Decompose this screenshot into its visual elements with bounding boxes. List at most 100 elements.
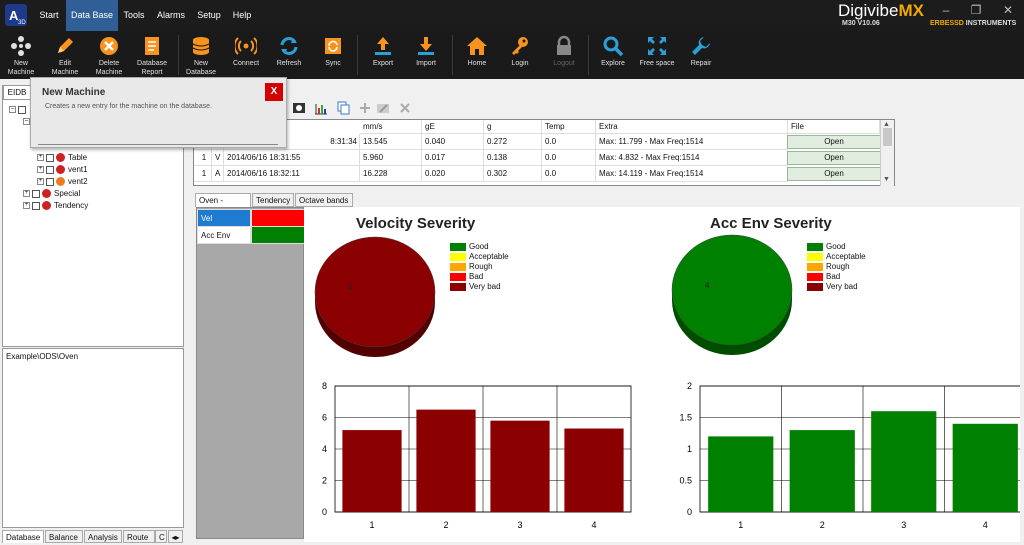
logout-button[interactable]: Logout bbox=[548, 31, 580, 79]
tree-item-tendency[interactable]: + Tendency bbox=[23, 200, 88, 212]
login-button[interactable]: Login bbox=[504, 31, 536, 79]
tree-checkbox[interactable] bbox=[32, 201, 40, 210]
menu-database[interactable]: Data Base bbox=[66, 0, 118, 31]
open-file-button[interactable]: Open bbox=[787, 151, 881, 165]
tab-analysis[interactable]: Analysis bbox=[84, 530, 122, 543]
tab-oven-points[interactable]: Oven - Points bbox=[195, 193, 251, 218]
menu-setup[interactable]: Setup bbox=[197, 10, 221, 20]
series-color-swatch bbox=[251, 226, 305, 244]
column-header[interactable]: File bbox=[788, 120, 880, 134]
column-header[interactable]: g bbox=[484, 120, 542, 134]
home-button[interactable]: Home bbox=[460, 31, 494, 79]
tree-root[interactable]: – bbox=[9, 104, 28, 116]
machine-status-icon bbox=[56, 177, 65, 187]
grid-scrollbar[interactable]: ▲ ▼ bbox=[880, 120, 894, 186]
import-button[interactable]: Import bbox=[408, 31, 444, 79]
expand-icon[interactable]: + bbox=[23, 190, 30, 198]
expand-icon[interactable]: + bbox=[37, 154, 44, 162]
tab-database[interactable]: Database bbox=[2, 530, 44, 543]
expand-icon[interactable]: + bbox=[37, 178, 44, 186]
column-header[interactable]: Extra bbox=[596, 120, 788, 134]
legend-swatch bbox=[807, 283, 823, 291]
menu-help[interactable]: Help bbox=[232, 10, 252, 20]
open-file-button[interactable]: Open bbox=[787, 167, 881, 181]
app-logo-icon[interactable]: A 3D bbox=[4, 3, 28, 27]
connect-button[interactable]: Connect bbox=[228, 31, 264, 79]
edit-machine-button[interactable]: Edit Machine bbox=[46, 31, 84, 79]
free-space-button[interactable]: Free space bbox=[638, 31, 676, 79]
current-path: Example\ODS\Oven bbox=[6, 352, 79, 361]
tab-scroll-arrows-icon[interactable]: ◂▸ bbox=[168, 530, 183, 543]
legend-swatch bbox=[450, 253, 466, 261]
explore-button[interactable]: Explore bbox=[596, 31, 630, 79]
scroll-up-icon[interactable]: ▲ bbox=[883, 121, 890, 128]
chart-icon[interactable] bbox=[314, 101, 328, 115]
menu-start[interactable]: Start bbox=[39, 10, 59, 20]
tree-checkbox[interactable] bbox=[46, 153, 54, 162]
series-row-vel[interactable]: Vel bbox=[197, 209, 305, 227]
database-report-button[interactable]: Database Report bbox=[134, 31, 170, 79]
delete-machine-button[interactable]: Delete Machine bbox=[90, 31, 128, 79]
tree-checkbox[interactable] bbox=[46, 177, 54, 186]
tree-node[interactable]: – bbox=[23, 116, 32, 128]
tab-overflow[interactable]: C bbox=[155, 530, 167, 543]
remove-icon[interactable] bbox=[398, 101, 412, 115]
tree-checkbox[interactable] bbox=[18, 105, 26, 114]
tab-eidb[interactable]: EIDB bbox=[3, 85, 31, 100]
legend-swatch bbox=[807, 253, 823, 261]
open-file-button[interactable]: Open bbox=[787, 135, 881, 149]
repair-label: Repair bbox=[690, 60, 712, 67]
copy-icon[interactable] bbox=[336, 101, 350, 115]
minimize-icon[interactable]: – bbox=[942, 3, 950, 17]
y-tick-label: 2 bbox=[687, 381, 692, 391]
legend-item-bad: Bad bbox=[807, 272, 866, 282]
restore-icon[interactable]: ❐ bbox=[970, 3, 982, 17]
new-machine-button[interactable]: New Machine bbox=[4, 31, 38, 79]
menu-alarms[interactable]: Alarms bbox=[156, 10, 185, 20]
series-name[interactable]: Vel bbox=[197, 209, 251, 227]
tree-checkbox[interactable] bbox=[32, 189, 40, 198]
tree-checkbox[interactable] bbox=[46, 165, 54, 174]
series-name[interactable]: Acc Env bbox=[197, 226, 251, 244]
column-header[interactable]: Temp bbox=[542, 120, 596, 134]
sync-button[interactable]: Sync bbox=[316, 31, 350, 79]
view-icon[interactable] bbox=[292, 101, 306, 115]
y-tick-label: 4 bbox=[322, 444, 327, 454]
pie-slice bbox=[314, 236, 436, 348]
menu-tools[interactable]: Tools bbox=[123, 10, 145, 20]
tab-balance[interactable]: Balance bbox=[45, 530, 83, 543]
tab-octave-bands[interactable]: Octave bands bbox=[295, 193, 353, 207]
add-icon[interactable] bbox=[358, 101, 372, 115]
tree-item-table[interactable]: + Table bbox=[37, 152, 87, 164]
export-button[interactable]: Export bbox=[366, 31, 400, 79]
scroll-thumb[interactable] bbox=[883, 128, 892, 146]
y-tick-label: 1.5 bbox=[679, 413, 692, 423]
login-label: Login bbox=[511, 60, 529, 67]
collapse-icon[interactable]: – bbox=[23, 118, 30, 126]
tab-route[interactable]: Route bbox=[123, 530, 155, 543]
refresh-button[interactable]: Refresh bbox=[272, 31, 306, 79]
tree-item-special[interactable]: + Special bbox=[23, 188, 80, 200]
row-axis: A bbox=[212, 166, 224, 182]
new-database-button[interactable]: New Database bbox=[182, 31, 220, 79]
row-date: 2014/06/16 18:31:55 bbox=[224, 150, 360, 166]
expand-icon[interactable]: + bbox=[23, 202, 30, 210]
collapse-icon[interactable]: – bbox=[9, 106, 16, 114]
edit-grid-icon[interactable] bbox=[376, 101, 390, 115]
scroll-down-icon[interactable]: ▼ bbox=[883, 176, 890, 183]
legend-label: Rough bbox=[469, 262, 493, 271]
expand-icon[interactable]: + bbox=[37, 166, 44, 174]
tooltip-close-button[interactable]: X bbox=[265, 83, 283, 101]
close-icon[interactable]: ✕ bbox=[1002, 3, 1014, 17]
column-header[interactable]: gE bbox=[422, 120, 484, 134]
y-tick-label: 0 bbox=[687, 507, 692, 517]
ribbon-toolbar: New Machine Edit Machine Delete Machine … bbox=[0, 31, 1024, 79]
tree-item-vent2[interactable]: + vent2 bbox=[37, 176, 88, 188]
delete-machine-label: Delete Machine bbox=[95, 60, 123, 76]
series-row-acc-env[interactable]: Acc Env bbox=[197, 226, 305, 244]
repair-button[interactable]: Repair bbox=[684, 31, 718, 79]
tab-tendency[interactable]: Tendency bbox=[252, 193, 294, 207]
column-header[interactable]: mm/s bbox=[360, 120, 422, 134]
tree-item-vent1[interactable]: + vent1 bbox=[37, 164, 88, 176]
sync-label: Sync bbox=[325, 60, 341, 67]
